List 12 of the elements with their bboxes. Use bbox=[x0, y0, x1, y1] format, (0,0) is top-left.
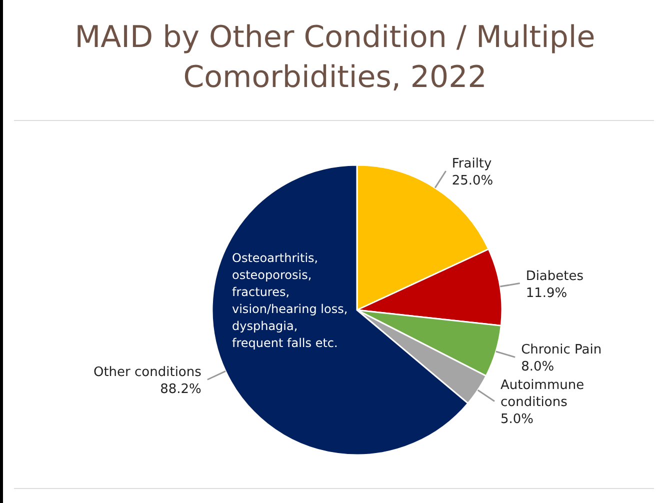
text: Osteoarthritis, osteoporosis, fractures, vision/hearing loss, dysphagia, frequent falls etc. bbox=[232, 250, 349, 352]
data-label: 88.2% bbox=[160, 382, 202, 398]
slice-label: Diabetes bbox=[526, 268, 584, 284]
slice-label: Chronic Pain bbox=[521, 342, 602, 358]
slice-label: Other conditions bbox=[93, 365, 202, 380]
data-label: 25.0% bbox=[452, 173, 494, 188]
data-label: 8.0% bbox=[521, 360, 554, 375]
data-label: 5.0% bbox=[500, 412, 534, 428]
slice-label: Autoimmune conditions bbox=[500, 378, 584, 410]
chart-title: MAID by Other Condition / Multiple Comorbidities, 2022 bbox=[74, 19, 596, 97]
data-label: 11.9% bbox=[526, 286, 568, 301]
slice-label: Frailty bbox=[452, 156, 492, 172]
